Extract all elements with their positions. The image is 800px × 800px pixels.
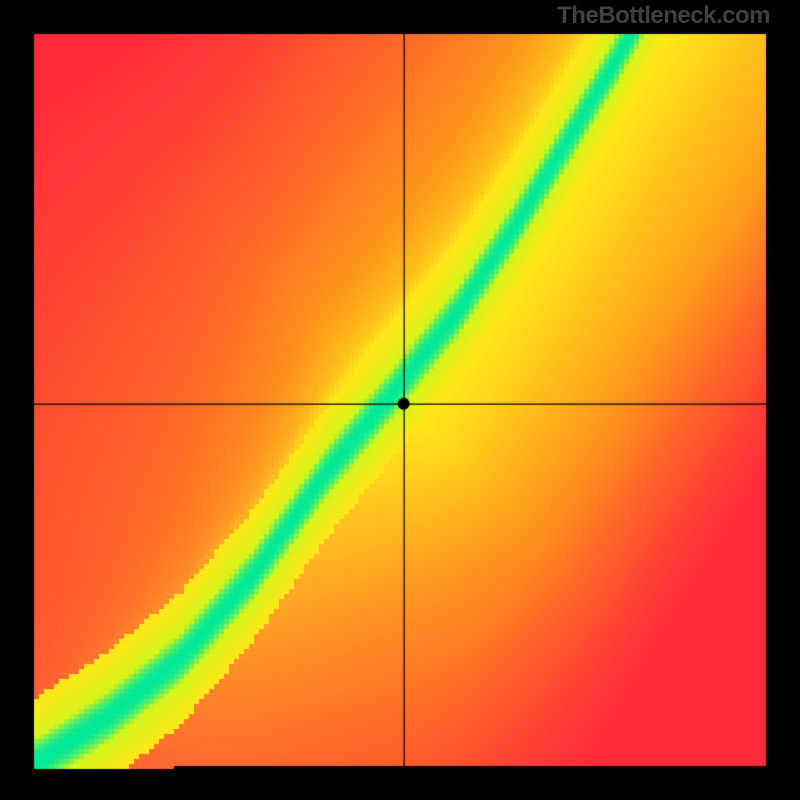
bottleneck-heatmap: [0, 0, 800, 800]
heatmap-container: TheBottleneck.com: [0, 0, 800, 800]
watermark-text: TheBottleneck.com: [557, 2, 770, 30]
